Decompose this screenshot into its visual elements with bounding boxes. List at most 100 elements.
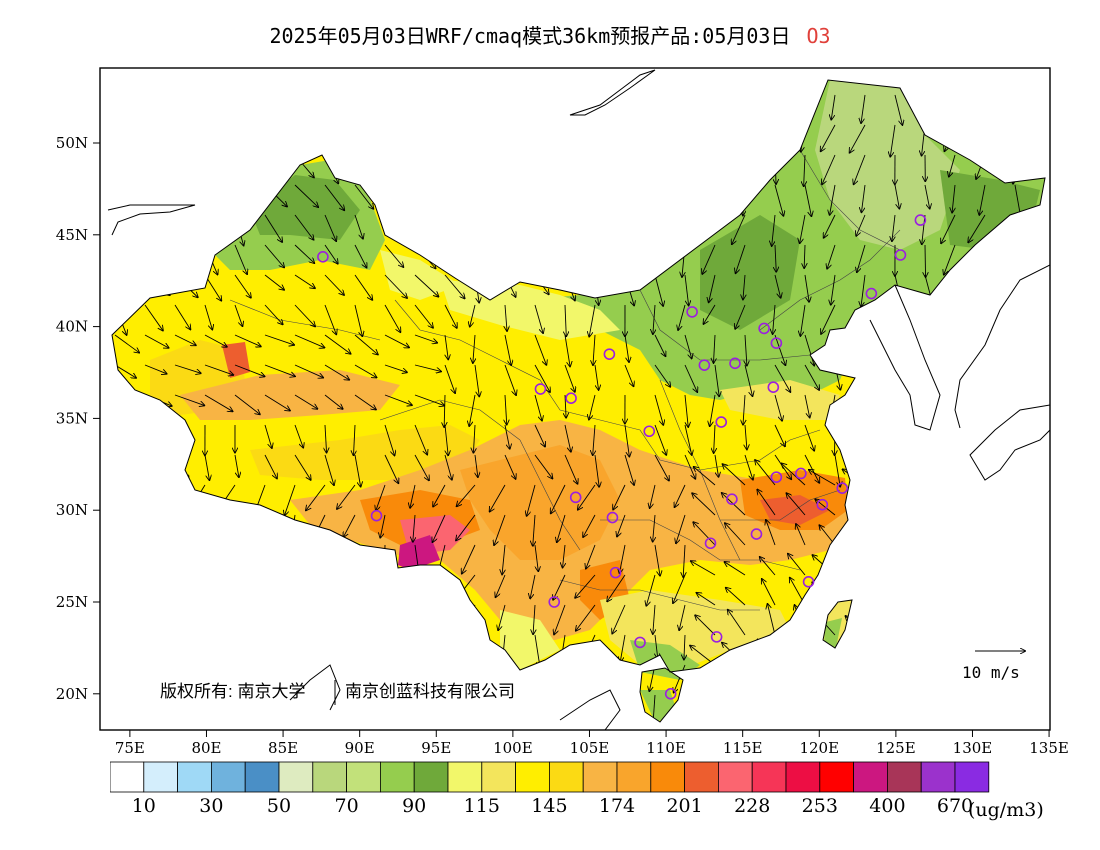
wind-arrow [496, 574, 506, 597]
copyright-text: 版权所有: 南京大学 [160, 682, 305, 701]
map-canvas: 50N 45N 40N 35N 30N 25N 20N 75E 80E 85E 90E 95E 100… [56, 67, 1069, 757]
wind-arrow [294, 274, 315, 288]
lat-tick-label: 35N [56, 409, 88, 427]
wind-arrow [294, 394, 317, 409]
wind-arrow [534, 364, 550, 392]
wind-arrow [922, 214, 926, 244]
wind-arrow [624, 334, 629, 362]
plot-border [99, 67, 1051, 731]
station-marker [770, 471, 783, 483]
wind-arrow [564, 424, 571, 452]
wind-arrow [725, 562, 746, 576]
wind-arrow [594, 364, 599, 390]
station-marker [609, 566, 622, 579]
wind-arrow [285, 484, 296, 515]
lon-tick-label: 135E [1029, 739, 1069, 757]
wind-arrow [354, 424, 355, 455]
wind-arrow [234, 394, 260, 414]
wind-arrow [324, 334, 351, 354]
wind-arrow [773, 304, 775, 334]
wind-arrow [861, 274, 866, 306]
wind-arrow [354, 364, 376, 377]
wind-arrow [796, 524, 806, 546]
wind-arrow [775, 244, 776, 272]
wind-arrow [530, 574, 536, 598]
wind-arrow [924, 184, 930, 209]
wind-arrow [691, 561, 716, 576]
wind-arrow [444, 274, 465, 298]
wind-arrow [830, 184, 836, 215]
wind-arrow [732, 214, 746, 244]
wind-arrow [589, 394, 596, 419]
wind-arrow [414, 304, 433, 328]
colorbar-cell [616, 761, 652, 793]
wind-arrow [534, 334, 546, 365]
wind-arrow [684, 364, 697, 392]
wind-arrow [1014, 184, 1021, 216]
colorbar-cell [684, 761, 719, 793]
colorbar-cell [920, 761, 956, 793]
colorbar-cell [954, 761, 990, 793]
wind-arrow [470, 304, 476, 327]
wind-arrow [384, 424, 395, 455]
wind-arrow [583, 514, 596, 537]
wind-arrow [474, 364, 479, 396]
wind-arrow [414, 274, 438, 297]
wind-arrow [294, 244, 314, 263]
wind-arrow [294, 214, 314, 240]
latitude-axis: 50N 45N 40N 35N 30N 25N 20N [56, 134, 100, 703]
wind-reference-label: 10 m/s [962, 663, 1020, 682]
wind-arrow [551, 484, 566, 513]
lon-tick-label: 125E [876, 739, 916, 757]
wind-arrow [174, 334, 196, 345]
wind-arrow [594, 454, 599, 487]
wind-arrow [676, 514, 686, 543]
colorbar-cell [481, 761, 516, 793]
wind-arrow [354, 394, 376, 409]
station-marker [643, 425, 656, 438]
wind-arrow [607, 574, 626, 601]
colorbar-cell [312, 761, 348, 793]
wind-arrow [354, 454, 361, 486]
wind-arrow [745, 334, 747, 365]
wind-arrow [490, 484, 506, 512]
wind-arrow [704, 304, 716, 324]
station-marker [370, 509, 383, 522]
wind-arrow [234, 334, 261, 346]
wind-arrow [624, 364, 633, 386]
colorbar-label: 115 [464, 795, 500, 817]
wind-arrow [234, 274, 251, 298]
lon-tick-label: 115E [723, 739, 763, 757]
wind-arrow [654, 394, 663, 425]
station-marker [770, 337, 783, 349]
station-marker [606, 511, 619, 524]
wind-arrow [294, 334, 324, 348]
wind-arrow [654, 274, 663, 306]
wind-arrow [713, 334, 715, 363]
station-marker [865, 287, 878, 300]
wind-arrow [534, 394, 542, 420]
wind-arrow [650, 484, 656, 508]
wind-arrow [534, 304, 543, 333]
colorbar-cell [785, 761, 821, 793]
wind-arrow [856, 214, 866, 236]
wind-arrow [617, 514, 626, 536]
wind-arrow [831, 274, 836, 305]
lon-tick-label: 85E [268, 739, 298, 757]
station-marker [767, 381, 780, 393]
colorbar-cell [177, 761, 212, 793]
wind-arrow [444, 454, 452, 480]
colorbar-cell [211, 761, 246, 793]
wind-arrow [204, 274, 221, 301]
lon-tick-label: 105E [570, 739, 610, 757]
wind-arrow [774, 394, 782, 421]
monitoring-stations [317, 214, 927, 700]
wind-arrow [534, 454, 552, 478]
wind-arrow [553, 574, 566, 600]
wind-arrow [384, 244, 403, 267]
wind-arrow [264, 214, 282, 242]
colorbar-cell [143, 761, 178, 793]
wind-arrow [692, 493, 716, 516]
wind-arrow [804, 364, 819, 390]
station-marker [726, 493, 738, 505]
